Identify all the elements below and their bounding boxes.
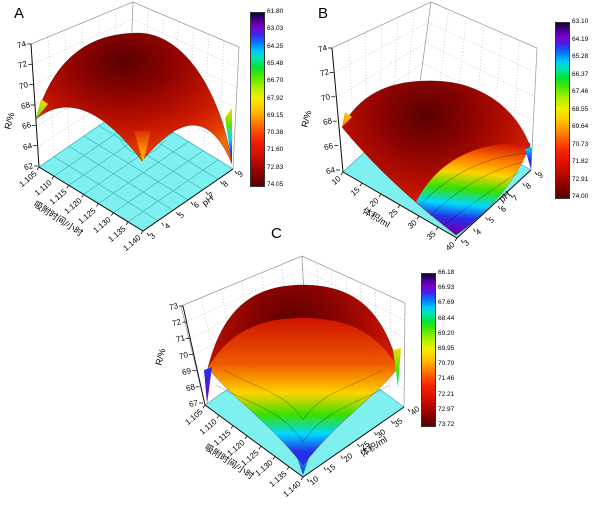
panel-b-rainbow-band — [416, 142, 530, 235]
c-colorbar-tick: 69.20 — [438, 329, 455, 337]
b-colorbar-tick: 63.10 — [572, 17, 589, 25]
panel-c-right-edge-rainbow — [393, 348, 401, 387]
panel-a-tick-marks — [27, 43, 238, 237]
a-z-tick: 64 — [21, 140, 33, 152]
panel-b-contours — [419, 152, 529, 227]
c-colorbar-tick: 73.72 — [438, 420, 455, 428]
a-colorbar-tick: 69.15 — [267, 111, 284, 119]
c-colorbar-tick: 70.70 — [438, 359, 455, 367]
panel-b-right-edge-rainbow — [525, 147, 532, 169]
panel-b-tick-marks — [328, 47, 538, 244]
a-colorbar-tick: 71.60 — [267, 146, 284, 154]
a-colorbar-tick: 63.03 — [267, 25, 284, 33]
b-colorbar-tick: 72.91 — [572, 175, 589, 183]
panel-c-colorbar — [421, 273, 436, 427]
c-colorbar-tick: 67.69 — [438, 299, 455, 307]
a-colorbar-tick: 65.48 — [267, 59, 284, 67]
a-colorbar-tick: 66.70 — [267, 76, 284, 84]
panel-c-rainbow-band — [208, 318, 398, 465]
b-colorbar-tick: 71.82 — [572, 157, 589, 165]
panel-a-left-edge-rainbow — [36, 99, 48, 119]
panel-a-surface — [35, 32, 233, 165]
panel-c-tick-marks — [179, 305, 411, 483]
b-colorbar-tick: 65.28 — [572, 52, 589, 60]
panel-a-axes — [30, 43, 234, 232]
panel-a-letter: A — [14, 5, 25, 22]
panel-c-letter: C — [271, 225, 282, 242]
c-colorbar-tick: 72.21 — [438, 390, 455, 398]
panel-c-contours — [215, 369, 391, 443]
b-colorbar-tick: 68.55 — [572, 105, 589, 113]
c-colorbar-tick: 68.44 — [438, 314, 455, 322]
panel-c-left-edge-rainbow — [204, 367, 212, 404]
c-colorbar-tick: 66.93 — [438, 283, 455, 291]
a-colorbar-tick: 74.05 — [267, 180, 284, 188]
b-colorbar-tick: 67.46 — [572, 87, 589, 95]
b-colorbar-tick: 69.64 — [572, 122, 589, 130]
panel-b-left-edge-rainbow — [342, 112, 352, 127]
panel-b-letter: B — [318, 5, 329, 22]
b-colorbar-tick: 74.00 — [572, 192, 589, 200]
panel-b-plot — [328, 1, 538, 244]
a-colorbar-tick: 72.83 — [267, 163, 284, 171]
panel-a-plot — [27, 1, 240, 237]
c-colorbar-tick: 71.46 — [438, 375, 455, 383]
panel-a-colorbar — [250, 12, 265, 187]
panel-b-colorbar — [555, 22, 570, 199]
b-colorbar-tick: 66.37 — [572, 70, 589, 78]
a-colorbar-tick: 67.92 — [267, 94, 284, 102]
panel-a-front-dip — [134, 131, 151, 162]
panel-c-plot — [179, 255, 411, 483]
c-colorbar-tick: 69.95 — [438, 344, 455, 352]
b-colorbar-tick: 64.19 — [572, 35, 589, 43]
a-colorbar-tick: 64.25 — [267, 42, 284, 50]
a-colorbar-tick: 61.80 — [267, 7, 284, 15]
panel-a-right-edge-rainbow — [225, 108, 232, 164]
panel-a-contour — [119, 139, 166, 156]
b-colorbar-tick: 70.73 — [572, 140, 589, 148]
c-colorbar-tick: 72.97 — [438, 405, 455, 413]
c-colorbar-tick: 66.18 — [438, 268, 455, 276]
c-z-tick: 70 — [178, 349, 190, 361]
panel-c-axes — [182, 305, 405, 478]
a-colorbar-tick: 70.38 — [267, 128, 284, 136]
